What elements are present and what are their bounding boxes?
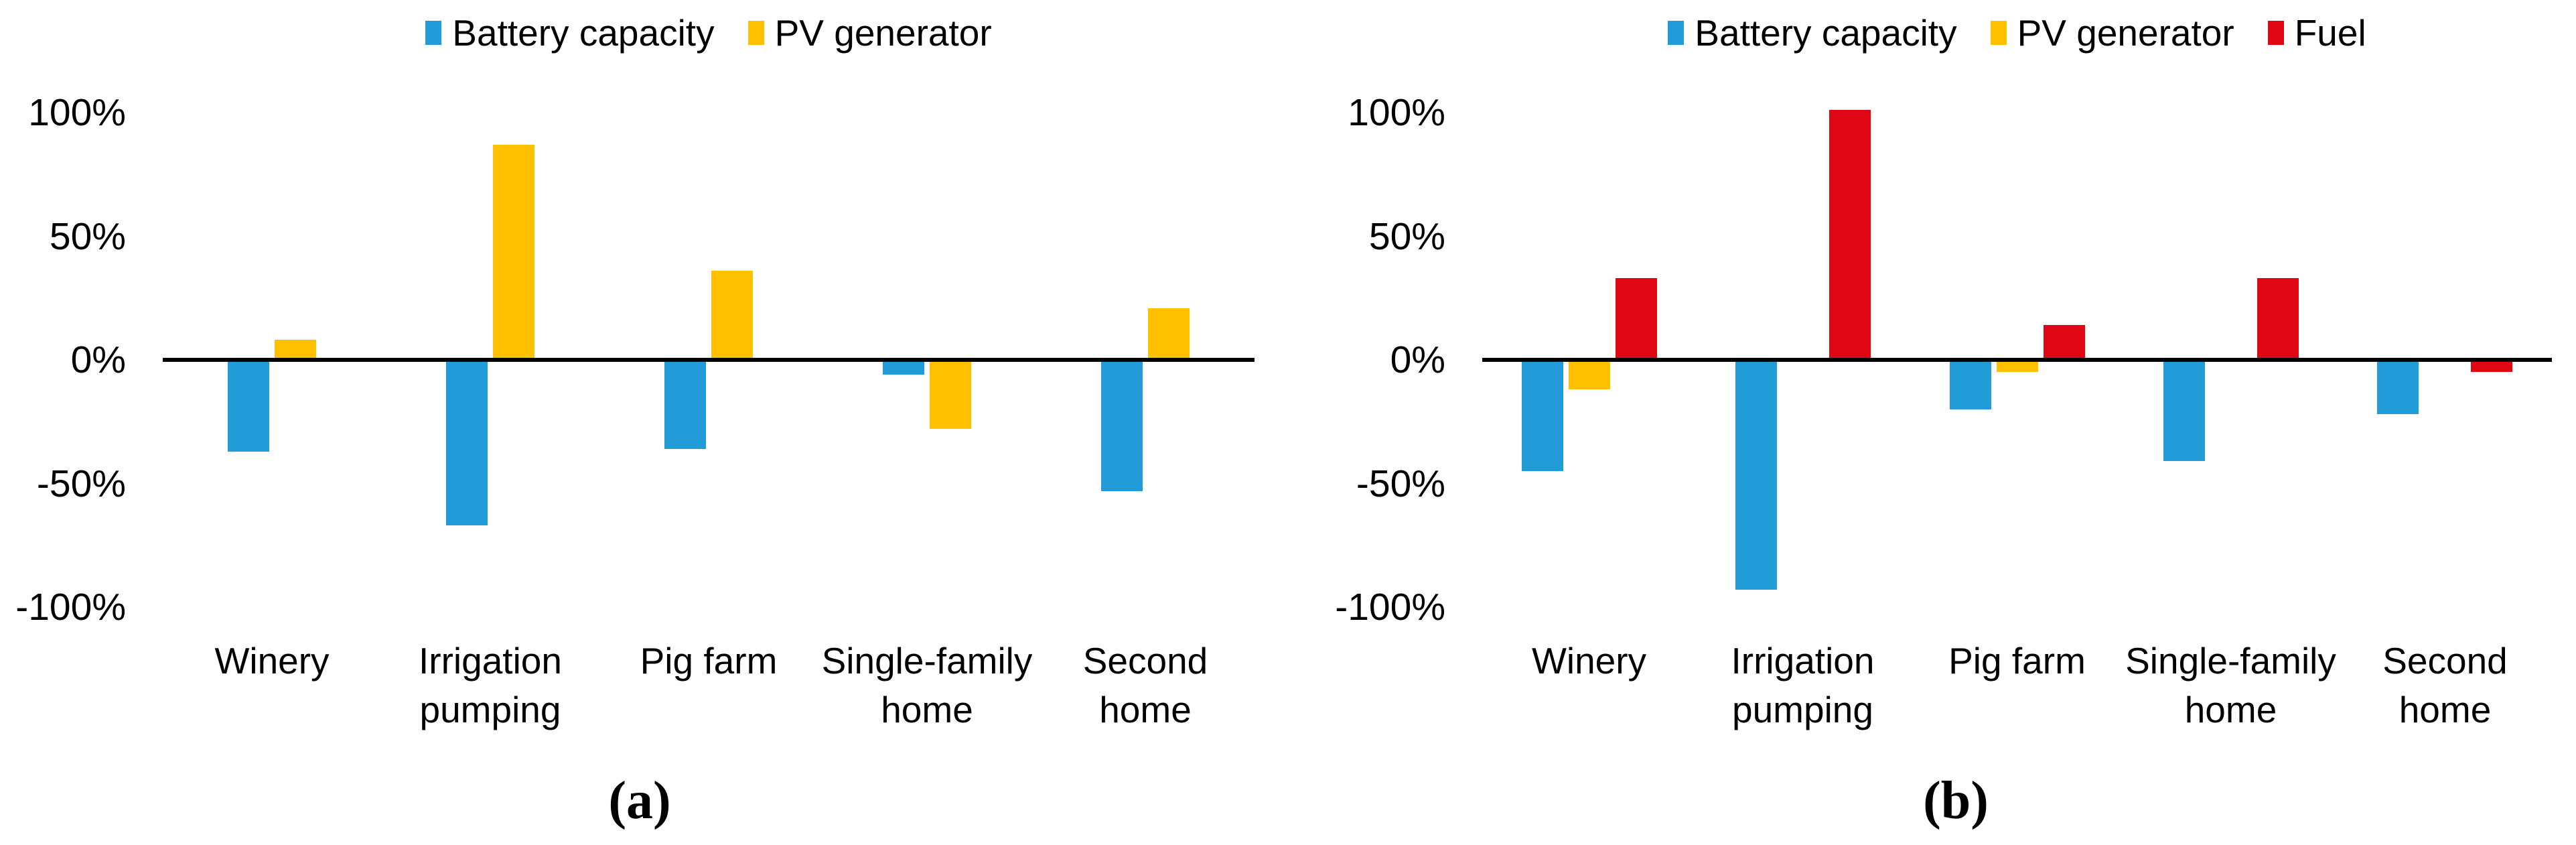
legend-label: PV generator [2017,12,2234,54]
bar-battery-capacity-second-home [1101,360,1143,491]
y-tick-label: 0% [70,338,126,381]
legend-item-battery-capacity: Battery capacity [1668,9,1957,56]
bar-pv-generator-single-family-home [930,360,971,429]
chart-caption: (a) [608,771,671,830]
x-category-label: Winery [214,640,330,681]
chart-b: Battery capacity PV generator Fuel 100% 50% 0… [1288,0,2576,845]
bar-pv-generator-irrigation-pumping [493,144,534,360]
bar-battery-capacity-single-family-home [883,360,924,375]
legend-item-pv-generator: PV generator [747,9,992,56]
legend: Battery capacity PV generator Fuel [1482,9,2552,56]
bar-battery-capacity-irrigation-pumping [446,360,488,525]
x-category-label: Single-family home [2125,640,2336,730]
bar-fuel-irrigation-pumping [1829,110,1871,361]
bar-battery-capacity-irrigation-pumping [1735,360,1777,590]
y-tick-label: -50% [1356,462,1445,505]
x-category-label: Single-family home [821,640,1033,730]
bar-fuel-single-family-home [2257,278,2299,361]
bar-fuel-pig-farm [2044,325,2085,361]
x-category-label: Pig farm [1948,640,2086,681]
y-tick-label: -100% [15,586,126,629]
legend-swatch-battery-capacity [1668,21,1685,45]
legend-label: PV generator [774,12,992,54]
x-category-label: Irrigation pumping [419,640,562,730]
x-axis-line [163,358,1255,362]
legend-item-fuel: Fuel [2267,9,2366,56]
bar-pv-generator-winery [275,340,316,361]
y-tick-label: -100% [1335,586,1445,629]
legend-swatch-pv-generator [1990,21,2007,45]
legend-label: Fuel [2294,12,2366,54]
legend-label: Battery capacity [1695,12,1957,54]
bar-fuel-winery [1616,278,1657,361]
bar-pv-generator-second-home [1148,308,1190,360]
chart-caption: (b) [1923,771,1989,830]
y-tick-label: 50% [1368,214,1445,258]
legend-label: Battery capacity [452,12,715,54]
x-category-label: Winery [1531,640,1647,681]
x-category-label: Irrigation pumping [1731,640,1875,730]
legend-swatch-pv-generator [747,21,764,45]
bar-battery-capacity-pig-farm [664,360,706,449]
y-tick-label: -50% [36,462,126,505]
legend-swatch-battery-capacity [425,21,442,45]
y-tick-label: 100% [1348,91,1445,134]
x-category-label: Second home [1082,640,1208,730]
legend: Battery capacity PV generator [163,9,1255,56]
bar-pv-generator-winery [1569,360,1610,389]
y-tick-label: 50% [49,214,126,258]
x-category-label: Second home [2382,640,2508,730]
legend-swatch-fuel [2267,21,2284,45]
bar-pv-generator-pig-farm [1997,360,2038,372]
bar-battery-capacity-winery [1522,360,1563,471]
bar-battery-capacity-second-home [2377,360,2419,414]
y-tick-label: 100% [28,91,126,134]
bar-fuel-second-home [2471,360,2512,372]
x-axis-line [1482,358,2552,362]
bar-battery-capacity-pig-farm [1950,360,1991,409]
chart-a: Battery capacity PV generator 100% 50% 0% -50… [15,9,1255,830]
legend-item-battery-capacity: Battery capacity [425,9,715,56]
bar-battery-capacity-single-family-home [2163,360,2205,461]
bar-pv-generator-pig-farm [711,271,753,361]
x-category-label: Pig farm [640,640,778,681]
legend-item-pv-generator: PV generator [1990,9,2234,56]
bar-battery-capacity-winery [228,360,269,452]
y-tick-label: 0% [1390,338,1445,381]
